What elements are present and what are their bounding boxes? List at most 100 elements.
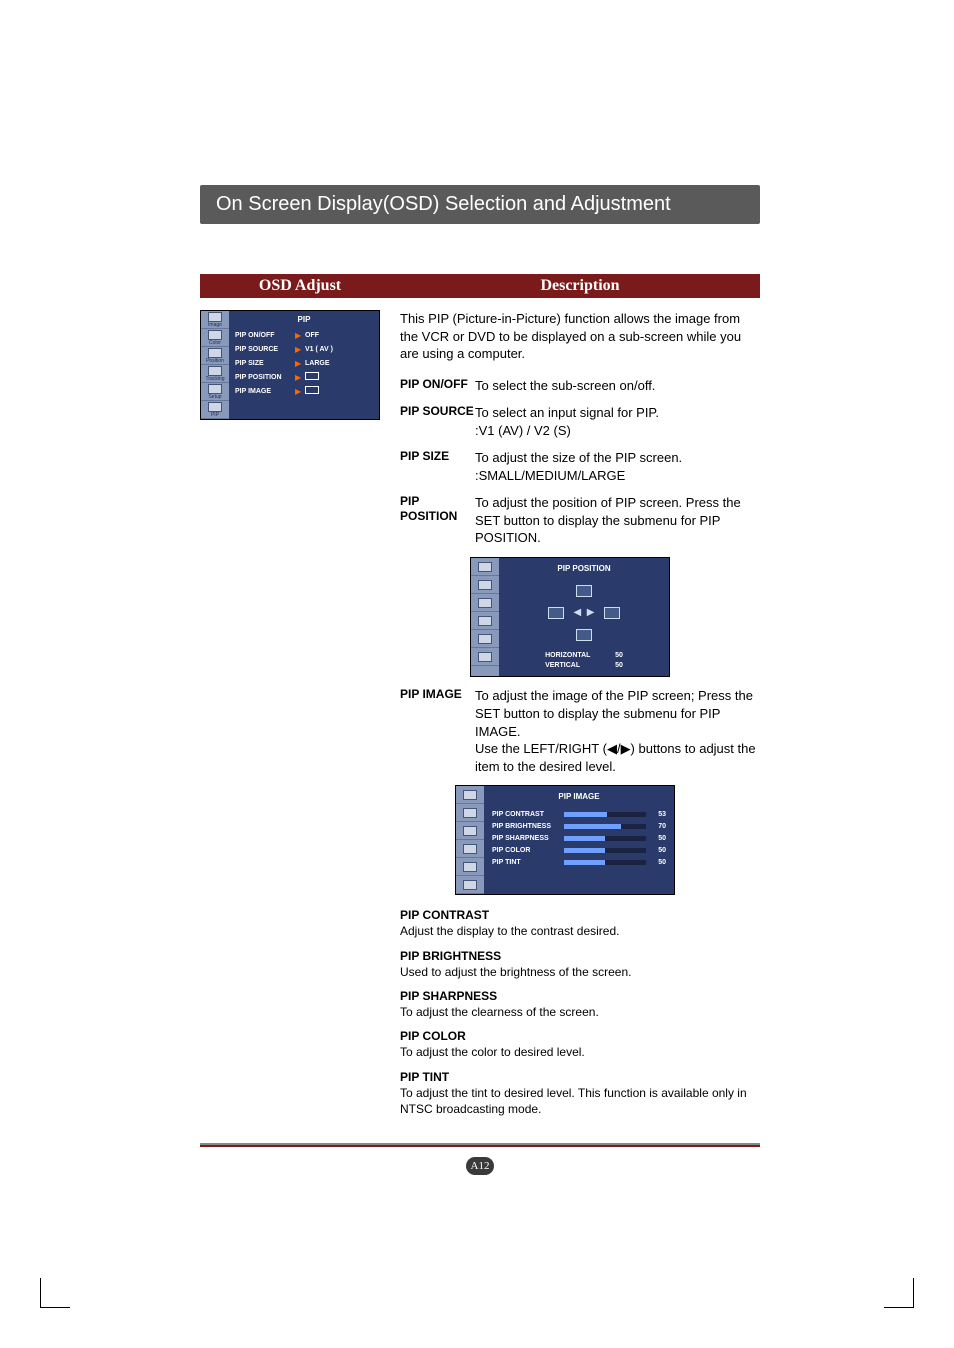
def-pip-onoff: PIP ON/OFF To select the sub-screen on/o… xyxy=(400,377,760,395)
subdef-text: To adjust the clearness of the screen. xyxy=(400,1004,760,1020)
pip-image-value: 70 xyxy=(650,822,666,831)
osd-side-label: Color xyxy=(209,340,221,346)
osd-value-rect xyxy=(305,372,373,382)
pos-left-icon xyxy=(548,607,564,619)
osd-side-position xyxy=(471,594,499,612)
intro-text: This PIP (Picture-in-Picture) function a… xyxy=(400,310,760,363)
pip-image-bar xyxy=(564,812,646,817)
subdef-brightness: PIP BRIGHTNESS Used to adjust the bright… xyxy=(400,948,760,980)
osd-value: LARGE xyxy=(305,360,373,367)
pip-image-bar-fill xyxy=(564,824,621,829)
osd-side-setup: Setup xyxy=(201,383,229,401)
setup-icon xyxy=(478,634,492,644)
pos-down-icon xyxy=(576,629,592,641)
pip-image-key: PIP SHARPNESS xyxy=(492,834,564,843)
osd-side-label: Tracking xyxy=(206,376,225,382)
pip-image-key: PIP CONTRAST xyxy=(492,810,564,819)
vertical-value: 50 xyxy=(615,661,623,671)
osd-value: OFF xyxy=(305,332,373,339)
pip-image-bar xyxy=(564,848,646,853)
color-icon xyxy=(478,580,492,590)
osd-side-setup xyxy=(456,858,484,876)
pip-image-value: 50 xyxy=(650,834,666,843)
osd-side-pip: PIP xyxy=(201,401,229,419)
osd-key: PIP SIZE xyxy=(235,360,295,367)
osd-menu-title: PIP xyxy=(235,315,373,324)
tracking-icon xyxy=(478,616,492,626)
osd-side-label: Image xyxy=(208,322,222,328)
horizontal-label: HORIZONTAL xyxy=(545,651,615,661)
pos-center-arrows: ◀ ▶ xyxy=(574,606,595,620)
pip-icon xyxy=(208,402,222,412)
osd-side-image xyxy=(456,786,484,804)
horizontal-value: 50 xyxy=(615,651,623,661)
osd-body: PIP PIP ON/OFF ▶ OFF PIP SOURCE ▶ V1 ( A… xyxy=(229,311,379,419)
osd-side-pip xyxy=(471,648,499,666)
def-pip-image: PIP IMAGE To adjust the image of the PIP… xyxy=(400,687,760,775)
page-container: On Screen Display(OSD) Selection and Adj… xyxy=(200,185,760,1175)
def-pip-size: PIP SIZE To adjust the size of the PIP s… xyxy=(400,449,760,484)
osd-side-tracking xyxy=(456,840,484,858)
content-row: Image Color Position Tracking Setup PIP … xyxy=(200,310,760,1125)
osd-line-position: PIP POSITION ▶ xyxy=(235,370,373,384)
def-label: PIP IMAGE xyxy=(400,687,475,775)
osd-value: V1 ( AV ) xyxy=(305,346,373,353)
subdef-heading: PIP TINT xyxy=(400,1069,760,1085)
def-text: To select the sub-screen on/off. xyxy=(475,377,760,395)
pip-image-key: PIP TINT xyxy=(492,858,564,867)
def-label: PIP SIZE xyxy=(400,449,475,484)
pip-image-bar-fill xyxy=(564,812,607,817)
pip-position-values: HORIZONTAL50 VERTICAL50 xyxy=(545,651,623,671)
pip-position-title: PIP POSITION xyxy=(557,564,610,575)
pip-image-value: 53 xyxy=(650,810,666,819)
osd-side-label: Setup xyxy=(208,394,221,400)
pip-position-diagram: PIP POSITION ◀ ▶ HORIZONTAL50 VERTICAL50 xyxy=(470,557,670,677)
arrow-icon: ▶ xyxy=(295,345,305,354)
page-number: A12 xyxy=(466,1157,494,1175)
subdef-sharpness: PIP SHARPNESS To adjust the clearness of… xyxy=(400,988,760,1020)
position-icon xyxy=(478,598,492,608)
pip-icon xyxy=(463,880,477,890)
pip-image-value: 50 xyxy=(650,858,666,867)
pip-image-line: PIP COLOR50 xyxy=(492,845,666,857)
def-label: PIP SOURCE xyxy=(400,404,475,439)
tracking-icon xyxy=(208,366,222,376)
pip-image-line: PIP TINT 50 xyxy=(492,857,666,869)
image-icon xyxy=(463,790,477,800)
osd-key: PIP POSITION xyxy=(235,374,295,381)
osd-side-color xyxy=(471,576,499,594)
pip-image-diagram: PIP IMAGE PIP CONTRAST53PIP BRIGHTNESS70… xyxy=(455,785,675,895)
def-text: To select an input signal for PIP. :V1 (… xyxy=(475,404,760,439)
header-description: Description xyxy=(400,277,760,295)
tracking-icon xyxy=(463,844,477,854)
osd-pip-menu: Image Color Position Tracking Setup PIP … xyxy=(200,310,380,420)
setup-icon xyxy=(463,862,477,872)
pip-image-line: PIP CONTRAST 53 xyxy=(492,809,666,821)
def-pip-source: PIP SOURCE To select an input signal for… xyxy=(400,404,760,439)
pip-image-bar-fill xyxy=(564,860,605,865)
arrow-icon: ▶ xyxy=(295,373,305,382)
def-text: To adjust the size of the PIP screen. :S… xyxy=(475,449,760,484)
subdef-text: Adjust the display to the contrast desir… xyxy=(400,923,760,939)
pos-right-icon xyxy=(604,607,620,619)
pip-image-line: PIP BRIGHTNESS70 xyxy=(492,821,666,833)
position-icon xyxy=(208,348,222,358)
osd-side-color xyxy=(456,804,484,822)
def-label: PIP POSITION xyxy=(400,494,475,547)
subdef-heading: PIP SHARPNESS xyxy=(400,988,760,1004)
osd-line-image: PIP IMAGE ▶ xyxy=(235,384,373,398)
image-icon xyxy=(478,562,492,572)
pip-image-bar-fill xyxy=(564,836,605,841)
osd-side-label: Position xyxy=(206,358,224,364)
osd-side-position: Position xyxy=(201,347,229,365)
section-header: OSD Adjust Description xyxy=(200,274,760,298)
osd-line-size: PIP SIZE ▶ LARGE xyxy=(235,356,373,370)
arrow-icon: ▶ xyxy=(295,359,305,368)
osd-line-source: PIP SOURCE ▶ V1 ( AV ) xyxy=(235,342,373,356)
osd-side-tracking: Tracking xyxy=(201,365,229,383)
pip-image-bar-fill xyxy=(564,848,605,853)
page-title: On Screen Display(OSD) Selection and Adj… xyxy=(200,185,760,224)
description-column: This PIP (Picture-in-Picture) function a… xyxy=(400,310,760,1125)
osd-side-label: PIP xyxy=(211,412,219,418)
pip-icon xyxy=(478,652,492,662)
